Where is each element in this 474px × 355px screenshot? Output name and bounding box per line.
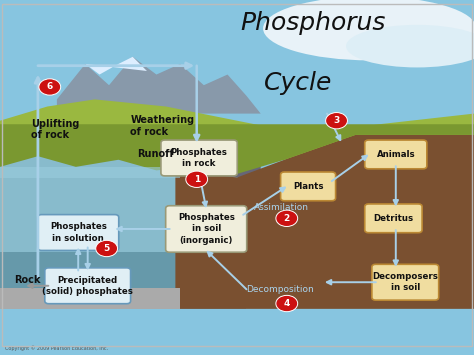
FancyBboxPatch shape bbox=[372, 264, 439, 300]
Circle shape bbox=[326, 113, 347, 129]
Circle shape bbox=[276, 210, 298, 226]
Text: Plants: Plants bbox=[293, 182, 323, 191]
Text: Phosphorus: Phosphorus bbox=[240, 11, 385, 35]
Text: Precipitated
(solid) phosphates: Precipitated (solid) phosphates bbox=[42, 276, 133, 296]
Polygon shape bbox=[85, 57, 147, 75]
Circle shape bbox=[39, 79, 61, 95]
FancyBboxPatch shape bbox=[45, 268, 130, 304]
Text: 6: 6 bbox=[46, 82, 53, 92]
Text: 2: 2 bbox=[283, 214, 290, 223]
FancyBboxPatch shape bbox=[365, 140, 427, 169]
Text: 4: 4 bbox=[283, 299, 290, 308]
Polygon shape bbox=[180, 128, 261, 178]
Ellipse shape bbox=[263, 0, 474, 60]
Text: Decomposers
in soil: Decomposers in soil bbox=[373, 272, 438, 292]
Bar bbox=[0, 167, 180, 178]
Text: 3: 3 bbox=[333, 116, 340, 125]
Circle shape bbox=[96, 240, 118, 257]
Text: Assimilation: Assimilation bbox=[254, 203, 309, 212]
FancyBboxPatch shape bbox=[365, 204, 422, 233]
Polygon shape bbox=[175, 135, 474, 309]
Text: Decomposition: Decomposition bbox=[246, 285, 314, 294]
Circle shape bbox=[276, 295, 298, 312]
Polygon shape bbox=[0, 124, 474, 174]
Text: Uplifting
of rock: Uplifting of rock bbox=[31, 119, 79, 140]
Bar bbox=[0, 288, 180, 309]
Text: Detritus: Detritus bbox=[374, 214, 413, 223]
Text: Runoff: Runoff bbox=[137, 149, 174, 159]
Text: 5: 5 bbox=[103, 244, 110, 253]
FancyBboxPatch shape bbox=[38, 214, 118, 251]
Text: Copyright © 2009 Pearson Education, Inc.: Copyright © 2009 Pearson Education, Inc. bbox=[5, 345, 108, 351]
Text: Phosphates
in rock: Phosphates in rock bbox=[171, 148, 228, 168]
Circle shape bbox=[186, 171, 208, 187]
Bar bbox=[0, 153, 246, 309]
FancyBboxPatch shape bbox=[165, 206, 246, 252]
Text: 1: 1 bbox=[193, 175, 200, 184]
Text: Rock: Rock bbox=[14, 275, 41, 285]
FancyBboxPatch shape bbox=[281, 172, 336, 201]
Bar bbox=[0, 252, 246, 309]
Text: Phosphates
in solution: Phosphates in solution bbox=[50, 223, 107, 242]
FancyBboxPatch shape bbox=[161, 140, 237, 176]
Text: Cycle: Cycle bbox=[264, 71, 333, 95]
Ellipse shape bbox=[346, 25, 474, 67]
Polygon shape bbox=[0, 99, 474, 160]
Text: Animals: Animals bbox=[376, 150, 415, 159]
Text: Weathering
of rock: Weathering of rock bbox=[130, 115, 194, 137]
Text: Phosphates
in soil
(inorganic): Phosphates in soil (inorganic) bbox=[178, 213, 235, 245]
Polygon shape bbox=[57, 57, 261, 114]
